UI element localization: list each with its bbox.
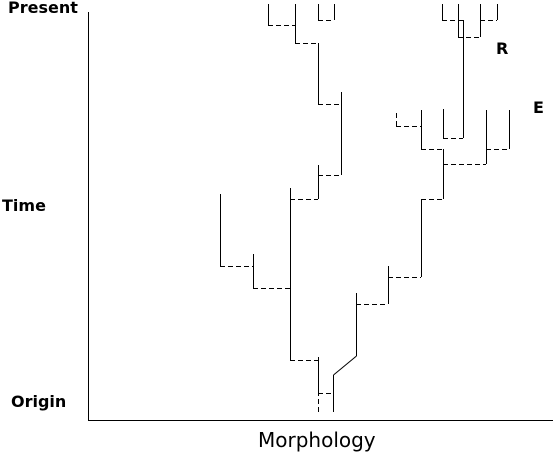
time-label: Time <box>2 196 46 215</box>
present-label: Present <box>8 0 78 17</box>
branch-connectors-dashed <box>220 20 509 394</box>
right-base-diagonal <box>333 355 357 376</box>
origin-label: Origin <box>11 392 67 411</box>
axes <box>88 12 553 421</box>
x-axis-title: Morphology <box>258 428 376 452</box>
dashed-stubs <box>318 20 464 412</box>
clade-r-label: R <box>496 39 509 58</box>
lineages-solid <box>220 4 510 412</box>
clade-e-label: E <box>533 98 544 117</box>
